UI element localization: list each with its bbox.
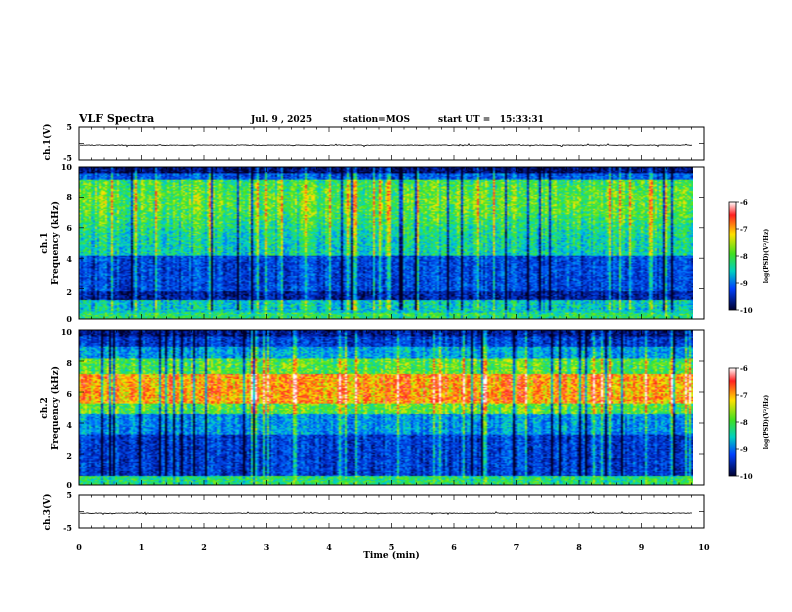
ch2-ytick-10: 10 <box>61 327 73 337</box>
xtick-2: 2 <box>201 542 207 552</box>
ch2-ytick-4: 4 <box>66 420 72 430</box>
ch1-ytick-bottom: -5 <box>63 153 72 163</box>
xtick-6: 6 <box>451 542 457 552</box>
xaxis-label: Time (min) <box>363 550 420 561</box>
ch1-cb-tick-m9: -9 <box>740 279 748 288</box>
time-axis: 0 1 2 3 4 5 6 7 8 9 10 Time (min) <box>76 542 710 561</box>
ch2-colorbar: -6 -7 -8 -9 -10 log(PSD)(V²/Hz) <box>728 364 770 481</box>
xtick-5: 5 <box>389 542 395 552</box>
ch1-ytick-4: 4 <box>66 254 72 264</box>
ch3-waveform-frame <box>78 494 705 529</box>
ch2-colorbar-gradient <box>729 368 736 476</box>
ch1-waveform-ylabel: ch.1(V) <box>42 124 53 161</box>
header-start-ut: start UT = 15:33:31 <box>438 115 544 125</box>
figure-header: VLF Spectra Jul. 9 , 2025 station=MOS st… <box>78 112 544 125</box>
ch1-waveform-trace <box>79 142 693 148</box>
ch1-colorbar: -6 -7 -8 -9 -10 log(PSD)(V²/Hz) <box>728 198 770 315</box>
ch2-cb-tick-m7: -7 <box>740 391 748 400</box>
header-date: Jul. 9 , 2025 <box>250 115 312 125</box>
ch2-ylabel-frequency: Frequency (kHz) <box>50 366 61 450</box>
ch3-waveform-ylabel: ch.3(V) <box>42 494 53 531</box>
xtick-9: 9 <box>639 542 645 552</box>
figure-title: VLF Spectra <box>78 112 154 125</box>
ch1-waveform-frame <box>78 126 705 161</box>
ch1-ytick-2: 2 <box>66 287 72 297</box>
ch1-waveform-panel: 5 -5 ch.1(V) <box>42 122 705 163</box>
ch1-waveform-ticks <box>78 127 705 160</box>
xtick-3: 3 <box>264 542 270 552</box>
xtick-8: 8 <box>576 542 582 552</box>
ch3-ytick-bottom: -5 <box>63 523 72 533</box>
ch2-ytick-6: 6 <box>66 389 72 399</box>
ch3-waveform-ticks <box>78 495 705 528</box>
ch1-ylabel-channel: ch.1 <box>40 232 50 253</box>
ch2-colorbar-label: log(PSD)(V²/Hz) <box>763 395 770 450</box>
ch1-colorbar-label: log(PSD)(V²/Hz) <box>763 229 770 284</box>
ch2-ytick-2: 2 <box>66 451 72 461</box>
xtick-7: 7 <box>514 542 520 552</box>
ch1-ylabel-frequency: Frequency (kHz) <box>50 201 61 285</box>
ch1-cb-tick-m6: -6 <box>740 198 748 207</box>
ch1-spectrogram-frame <box>78 166 705 320</box>
ch2-spectrogram-image <box>79 330 693 485</box>
ch2-spectrogram-panel: 0 2 4 6 8 10 ch.2 Frequency (kHz) <box>40 327 705 490</box>
ch1-ytick-8: 8 <box>66 192 72 202</box>
ch3-ytick-top: 5 <box>66 490 72 500</box>
ch2-cb-tick-m6: -6 <box>740 364 748 373</box>
ch1-cb-tick-m10: -10 <box>740 306 753 315</box>
ch2-ytick-8: 8 <box>66 358 72 368</box>
xtick-10: 10 <box>698 542 710 552</box>
ch1-spectrogram-image <box>79 167 693 319</box>
ch1-spectrogram-panel: 0 2 4 6 8 10 ch.1 Frequency (kHz) <box>40 162 705 324</box>
ch2-cb-tick-m10: -10 <box>740 472 753 481</box>
ch2-cb-tick-m8: -8 <box>740 418 748 427</box>
ch1-ytick-0: 0 <box>66 314 72 324</box>
ch1-ytick-top: 5 <box>66 122 72 132</box>
ch2-ytick-0: 0 <box>66 480 72 490</box>
ch1-ytick-10: 10 <box>61 162 73 172</box>
ch2-cb-tick-m9: -9 <box>740 445 748 454</box>
xtick-1: 1 <box>139 542 145 552</box>
ch1-cb-tick-m7: -7 <box>740 225 748 234</box>
ch2-ylabel-channel: ch.2 <box>40 397 50 418</box>
ch1-cb-tick-m8: -8 <box>740 252 748 261</box>
xtick-4: 4 <box>326 542 332 552</box>
ch1-ytick-6: 6 <box>66 223 72 233</box>
ch3-waveform-panel: 5 -5 ch.3(V) <box>42 490 705 533</box>
ch3-waveform-trace <box>79 510 693 516</box>
ch1-colorbar-gradient <box>729 202 736 310</box>
xtick-0: 0 <box>76 542 82 552</box>
header-station: station=MOS <box>343 115 410 125</box>
ch2-spectrogram-frame <box>78 329 705 486</box>
